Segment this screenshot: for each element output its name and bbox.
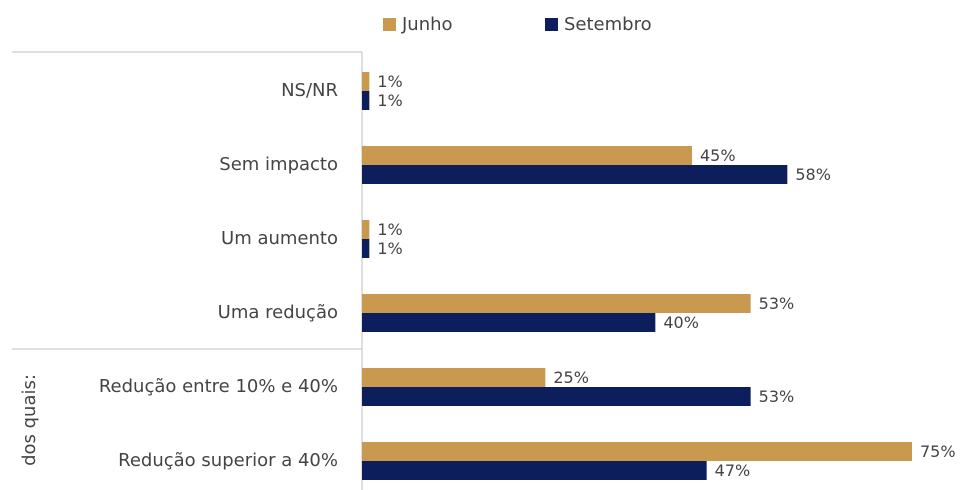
value-label: 25% <box>553 368 589 387</box>
bar <box>362 387 751 406</box>
group-label: dos quais: <box>19 374 40 466</box>
bar <box>362 442 912 461</box>
bar <box>362 313 656 332</box>
value-label: 58% <box>795 165 831 184</box>
bar <box>362 461 707 480</box>
legend-swatch <box>545 18 558 31</box>
value-label: 47% <box>715 461 751 480</box>
bar <box>362 368 546 387</box>
legend-swatch <box>383 18 396 31</box>
bar <box>362 294 751 313</box>
bar <box>362 165 788 184</box>
value-label: 45% <box>700 146 736 165</box>
bar <box>362 146 692 165</box>
value-label: 40% <box>663 313 699 332</box>
bar <box>362 220 370 239</box>
value-label: 1% <box>377 72 402 91</box>
category-label: NS/NR <box>281 80 338 101</box>
category-label: Um aumento <box>221 228 338 249</box>
value-label: 75% <box>920 442 956 461</box>
legend-label: Junho <box>401 14 453 35</box>
category-label: Redução entre 10% e 40% <box>99 376 338 397</box>
value-label: 1% <box>377 239 402 258</box>
value-label: 1% <box>377 220 402 239</box>
value-label: 1% <box>377 91 402 110</box>
category-label: Sem impacto <box>219 154 338 175</box>
category-label: Uma redução <box>218 302 338 323</box>
value-label: 53% <box>759 294 795 313</box>
bar <box>362 239 370 258</box>
value-label: 53% <box>759 387 795 406</box>
bar <box>362 72 370 91</box>
bar <box>362 91 370 110</box>
category-label: Redução superior a 40% <box>118 450 338 471</box>
legend-label: Setembro <box>564 14 652 35</box>
